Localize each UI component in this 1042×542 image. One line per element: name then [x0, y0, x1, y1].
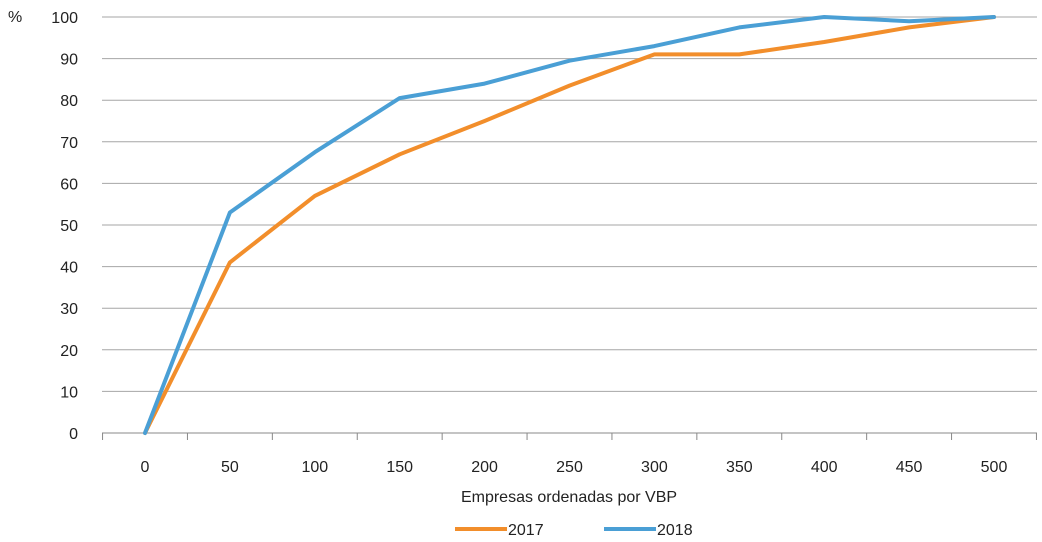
x-tick-label: 0 [141, 459, 150, 476]
x-tick-label: 450 [896, 459, 923, 476]
legend-label-2018: 2018 [657, 522, 693, 539]
x-tick-label: 150 [386, 459, 413, 476]
x-tick-label: 50 [221, 459, 239, 476]
y-tick-labels: 0 10 20 30 40 50 60 70 80 90 100 [51, 10, 78, 443]
x-tick-label: 350 [726, 459, 753, 476]
x-tick-label: 400 [811, 459, 838, 476]
legend: 2017 2018 [455, 522, 693, 539]
y-tick-label: 0 [69, 426, 78, 443]
x-axis-label: Empresas ordenadas por VBP [461, 489, 677, 506]
gridlines [102, 16, 1037, 392]
x-tick-label: 300 [641, 459, 668, 476]
y-tick-label: 90 [60, 52, 78, 69]
x-tick-labels: 0 50 100 150 200 250 300 350 400 450 500 [141, 459, 1008, 476]
x-tick-label: 250 [556, 459, 583, 476]
axes [102, 432, 1037, 440]
y-tick-label: 50 [60, 218, 78, 235]
series-line-2018 [143, 15, 996, 435]
y-tick-label: 70 [60, 135, 78, 152]
x-tick-label: 100 [301, 459, 328, 476]
legend-label-2017: 2017 [508, 522, 544, 539]
y-tick-label: 80 [60, 93, 78, 110]
y-tick-label: 100 [51, 10, 78, 27]
series-lines [143, 15, 996, 435]
series-line-2017 [143, 15, 996, 435]
y-tick-label: 60 [60, 176, 78, 193]
y-tick-label: 10 [60, 384, 78, 401]
y-tick-label: 20 [60, 343, 78, 360]
y-tick-label: 40 [60, 260, 78, 277]
x-tick-label: 500 [981, 459, 1008, 476]
x-tick-label: 200 [471, 459, 498, 476]
y-tick-label: 30 [60, 301, 78, 318]
y-axis-label: % [8, 9, 22, 26]
